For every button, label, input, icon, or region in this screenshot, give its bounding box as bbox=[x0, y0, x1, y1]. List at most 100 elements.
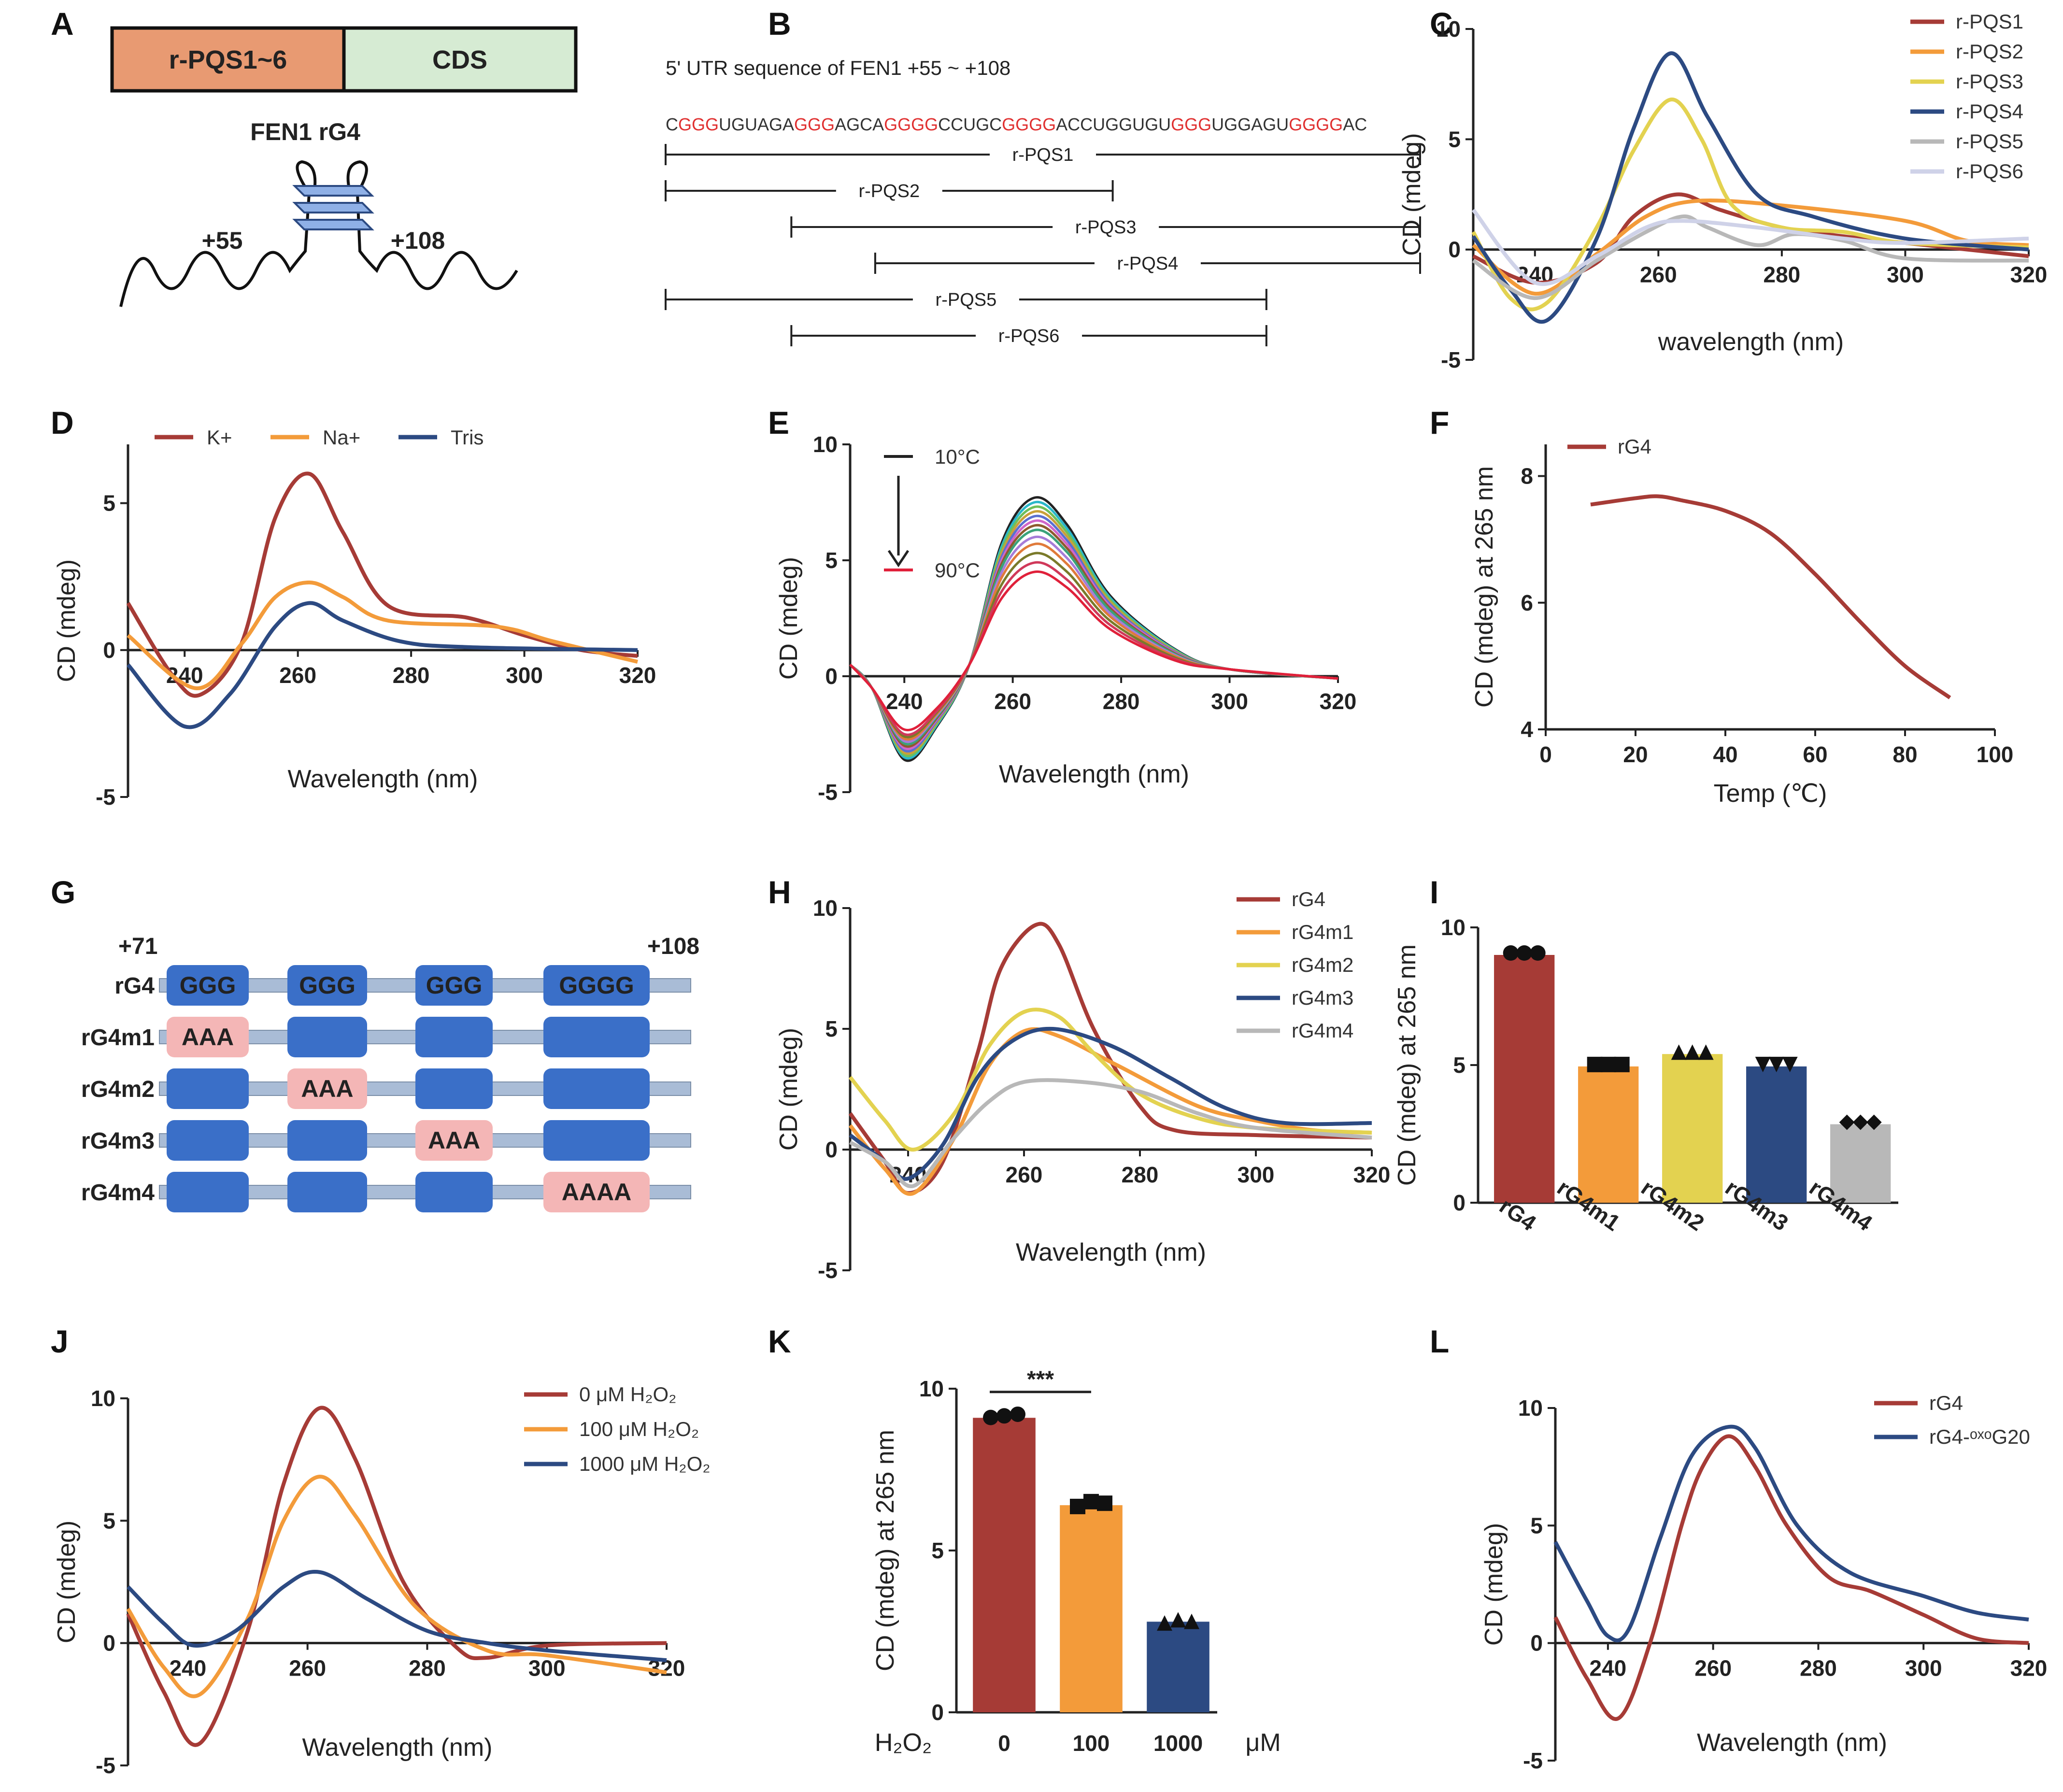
g-tract-block bbox=[543, 1120, 650, 1161]
panel-label-I: I bbox=[1430, 874, 1438, 910]
series-line bbox=[849, 1026, 1372, 1181]
y-tick-label: 10 bbox=[1441, 915, 1465, 940]
x-tick-label: 240 bbox=[1590, 1656, 1627, 1681]
y-tick-label: -5 bbox=[96, 784, 115, 810]
y-tick-label: 10 bbox=[91, 1386, 115, 1411]
panel-label-G: G bbox=[51, 874, 75, 910]
block-label: GGG bbox=[426, 972, 483, 999]
x-tick-label: 320 bbox=[619, 663, 656, 688]
x-tick-label: 260 bbox=[1640, 262, 1677, 287]
mutant-name: rG4m1 bbox=[81, 1025, 155, 1051]
g-tract-block bbox=[167, 965, 249, 1006]
legend-label: 10°C bbox=[935, 445, 980, 468]
series-line bbox=[1472, 199, 2029, 296]
y-tick-label: 0 bbox=[825, 1137, 838, 1162]
series-line bbox=[848, 1008, 1372, 1152]
x-tick-label: 280 bbox=[1103, 689, 1140, 714]
panel-label-A: A bbox=[51, 6, 74, 42]
panel-label-B: B bbox=[768, 6, 791, 42]
replicate-point bbox=[1097, 1495, 1112, 1511]
legend-label: r-PQS1 bbox=[1956, 10, 2023, 33]
legend-label: rG4-ᵒˣᵒG20 bbox=[1929, 1425, 2030, 1448]
mutant-name: rG4m4 bbox=[81, 1180, 155, 1206]
y-axis-title: CD (mdeg) at 265 nm bbox=[871, 1430, 899, 1671]
x-tick-label: 260 bbox=[289, 1656, 326, 1681]
sequence-segment: ACCUGGUGU bbox=[1056, 114, 1171, 134]
replicate-point bbox=[1157, 1615, 1172, 1631]
legend-label: rG4m2 bbox=[1292, 953, 1353, 976]
g-tract-block bbox=[543, 1068, 650, 1109]
temperature-curve bbox=[849, 500, 1338, 760]
x-unit-label: μM bbox=[1245, 1729, 1280, 1757]
y-axis-title: CD (mdeg) at 265 nm bbox=[1470, 466, 1498, 708]
panel-label-H: H bbox=[768, 874, 791, 910]
x-tick-label: 320 bbox=[2010, 262, 2048, 287]
utr-sequence: CGGGUGUAGAGGGAGCAGGGGCCUGCGGGGACCUGGUGUG… bbox=[666, 114, 1367, 134]
pqs-box bbox=[110, 26, 346, 93]
panel-label-J: J bbox=[51, 1323, 69, 1359]
replicate-point bbox=[1614, 1056, 1630, 1072]
x-tick-label: 260 bbox=[1006, 1162, 1043, 1187]
x-tick-label: 280 bbox=[393, 663, 430, 688]
legend-label: 1000 μM H₂O₂ bbox=[579, 1452, 711, 1475]
x-axis-title: Wavelength (nm) bbox=[302, 1734, 493, 1762]
pqs-box-label: r-PQS1~6 bbox=[169, 45, 287, 74]
y-tick-label: 5 bbox=[103, 1508, 115, 1533]
g-tract-block bbox=[167, 1120, 249, 1161]
g-tract-block bbox=[415, 1172, 493, 1212]
x-tick-label: 260 bbox=[279, 663, 316, 688]
legend-label: r-PQS6 bbox=[1956, 160, 2023, 183]
g-quadruplex-icon bbox=[292, 185, 374, 230]
y-axis-title: CD (mdeg) at 265 nm bbox=[1393, 944, 1421, 1186]
x-tick-label: 40 bbox=[1713, 742, 1737, 767]
temperature-curve bbox=[849, 535, 1338, 743]
mutant-name: rG4m3 bbox=[81, 1128, 155, 1154]
block-label: AAA bbox=[301, 1075, 353, 1102]
y-tick-label: 0 bbox=[825, 664, 838, 689]
replicate-point bbox=[1755, 1056, 1771, 1072]
replicate-point bbox=[1866, 1114, 1882, 1130]
legend-label: K+ bbox=[207, 426, 232, 449]
y-tick-label: -5 bbox=[96, 1753, 115, 1778]
sequence-segment: C bbox=[666, 114, 678, 134]
mutated-block bbox=[543, 1172, 650, 1212]
legend-label: Na+ bbox=[323, 426, 360, 449]
y-tick-label: -5 bbox=[818, 780, 838, 805]
legend-label: rG4 bbox=[1929, 1392, 1963, 1414]
y-axis-title: CD (mdeg) bbox=[775, 557, 803, 680]
range-label: r-PQS1 bbox=[1012, 145, 1074, 165]
y-tick-label: 8 bbox=[1521, 464, 1533, 489]
chart-k: 0 5 10 CD (mdeg) at 265 nm 0 100 1000 H₂O₂ μM *** bbox=[871, 1367, 1281, 1757]
x-tick-label: 0 bbox=[1539, 742, 1552, 767]
legend-label: r-PQS2 bbox=[1956, 40, 2023, 63]
sequence-segment: GGG bbox=[678, 114, 719, 134]
y-tick-label: 10 bbox=[813, 432, 838, 457]
y-axis-title: CD (mdeg) bbox=[775, 1028, 803, 1151]
legend-label: r-PQS5 bbox=[1956, 130, 2023, 153]
series-line bbox=[126, 1406, 667, 1747]
bar bbox=[1494, 955, 1555, 1203]
replicate-point bbox=[996, 1408, 1012, 1424]
x-tick-label: 320 bbox=[2010, 1656, 2048, 1681]
series-line bbox=[1553, 1434, 2029, 1721]
pos-108-label: +108 bbox=[391, 227, 445, 254]
temperature-curve bbox=[849, 505, 1338, 757]
sequence-segment: UGUAGA bbox=[719, 114, 794, 134]
replicate-point bbox=[1698, 1044, 1714, 1060]
g-tract-block bbox=[543, 965, 650, 1006]
g-tract-block bbox=[167, 1068, 249, 1109]
rna-left-strand bbox=[119, 160, 317, 307]
x-axis-title: Wavelength (nm) bbox=[1697, 1729, 1887, 1757]
range-label: r-PQS2 bbox=[858, 181, 920, 201]
y-tick-label: 5 bbox=[1530, 1513, 1543, 1538]
block-label: GGGG bbox=[559, 972, 634, 999]
replicate-point bbox=[1070, 1498, 1085, 1514]
replicate-point bbox=[1010, 1406, 1025, 1422]
series-line bbox=[127, 580, 638, 690]
panel-label-D: D bbox=[51, 405, 74, 441]
block-label: AAAA bbox=[562, 1179, 631, 1206]
chart-l: -5 0 5 10 240 260 280 300 320 Wavelength (nm) CD (… bbox=[1480, 1392, 2047, 1773]
replicate-point bbox=[1503, 945, 1519, 961]
